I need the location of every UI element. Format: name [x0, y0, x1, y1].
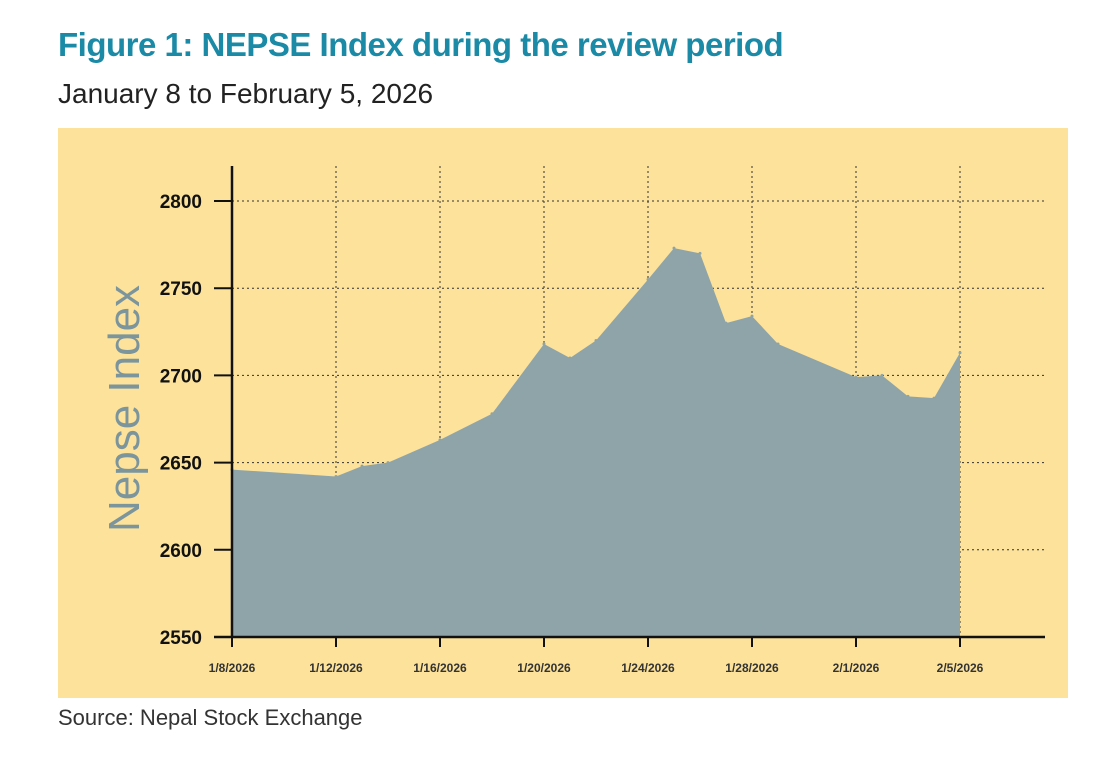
data-point-16 [880, 373, 884, 377]
x-tick-label-2/5/2026: 2/5/2026 [937, 661, 984, 675]
y-tick-label-2750: 2750 [160, 279, 202, 300]
x-tick-label-1/28/2026: 1/28/2026 [725, 661, 779, 675]
data-point-10 [672, 246, 676, 250]
data-point-4 [438, 438, 442, 442]
data-point-7 [568, 356, 572, 360]
y-tick-label-2800: 2800 [160, 192, 202, 213]
chart-title: Figure 1: NEPSE Index during the review … [58, 26, 784, 63]
axis-layer [214, 166, 1045, 647]
data-point-12 [724, 321, 728, 325]
data-point-9 [646, 277, 650, 281]
data-point-19 [958, 351, 962, 355]
y-tick-label-2700: 2700 [160, 366, 202, 387]
area-layer [230, 246, 962, 637]
x-tick-label-2/1/2026: 2/1/2026 [833, 661, 880, 675]
data-point-8 [594, 339, 598, 343]
x-tick-label-1/8/2026: 1/8/2026 [209, 661, 256, 675]
data-point-2 [360, 464, 364, 468]
data-point-6 [542, 342, 546, 346]
data-point-17 [906, 394, 910, 398]
x-tick-label-1/20/2026: 1/20/2026 [517, 661, 571, 675]
x-tick-label-1/24/2026: 1/24/2026 [621, 661, 675, 675]
chart-subtitle: January 8 to February 5, 2026 [58, 78, 434, 109]
y-tick-label-2650: 2650 [160, 454, 202, 475]
data-point-3 [386, 461, 390, 465]
data-point-13 [750, 314, 754, 318]
x-tick-label-1/16/2026: 1/16/2026 [413, 661, 467, 675]
y-tick-label-2600: 2600 [160, 541, 202, 562]
data-point-14 [776, 342, 780, 346]
y-tick-label-2550: 2550 [160, 628, 202, 649]
data-point-18 [932, 396, 936, 400]
data-point-1 [334, 475, 338, 479]
data-point-11 [698, 251, 702, 255]
chart-source: Source: Nepal Stock Exchange [58, 705, 363, 730]
y-axis-label: Nepse Index [100, 284, 149, 532]
tick-layer: 2550 2600 2650 2700 2750 2800 1/8/2026 1/12/202… [160, 192, 984, 675]
x-tick-label-1/12/2026: 1/12/2026 [309, 661, 363, 675]
area-series-nepse [232, 248, 960, 637]
data-point-5 [490, 412, 494, 416]
data-point-15 [854, 375, 858, 379]
